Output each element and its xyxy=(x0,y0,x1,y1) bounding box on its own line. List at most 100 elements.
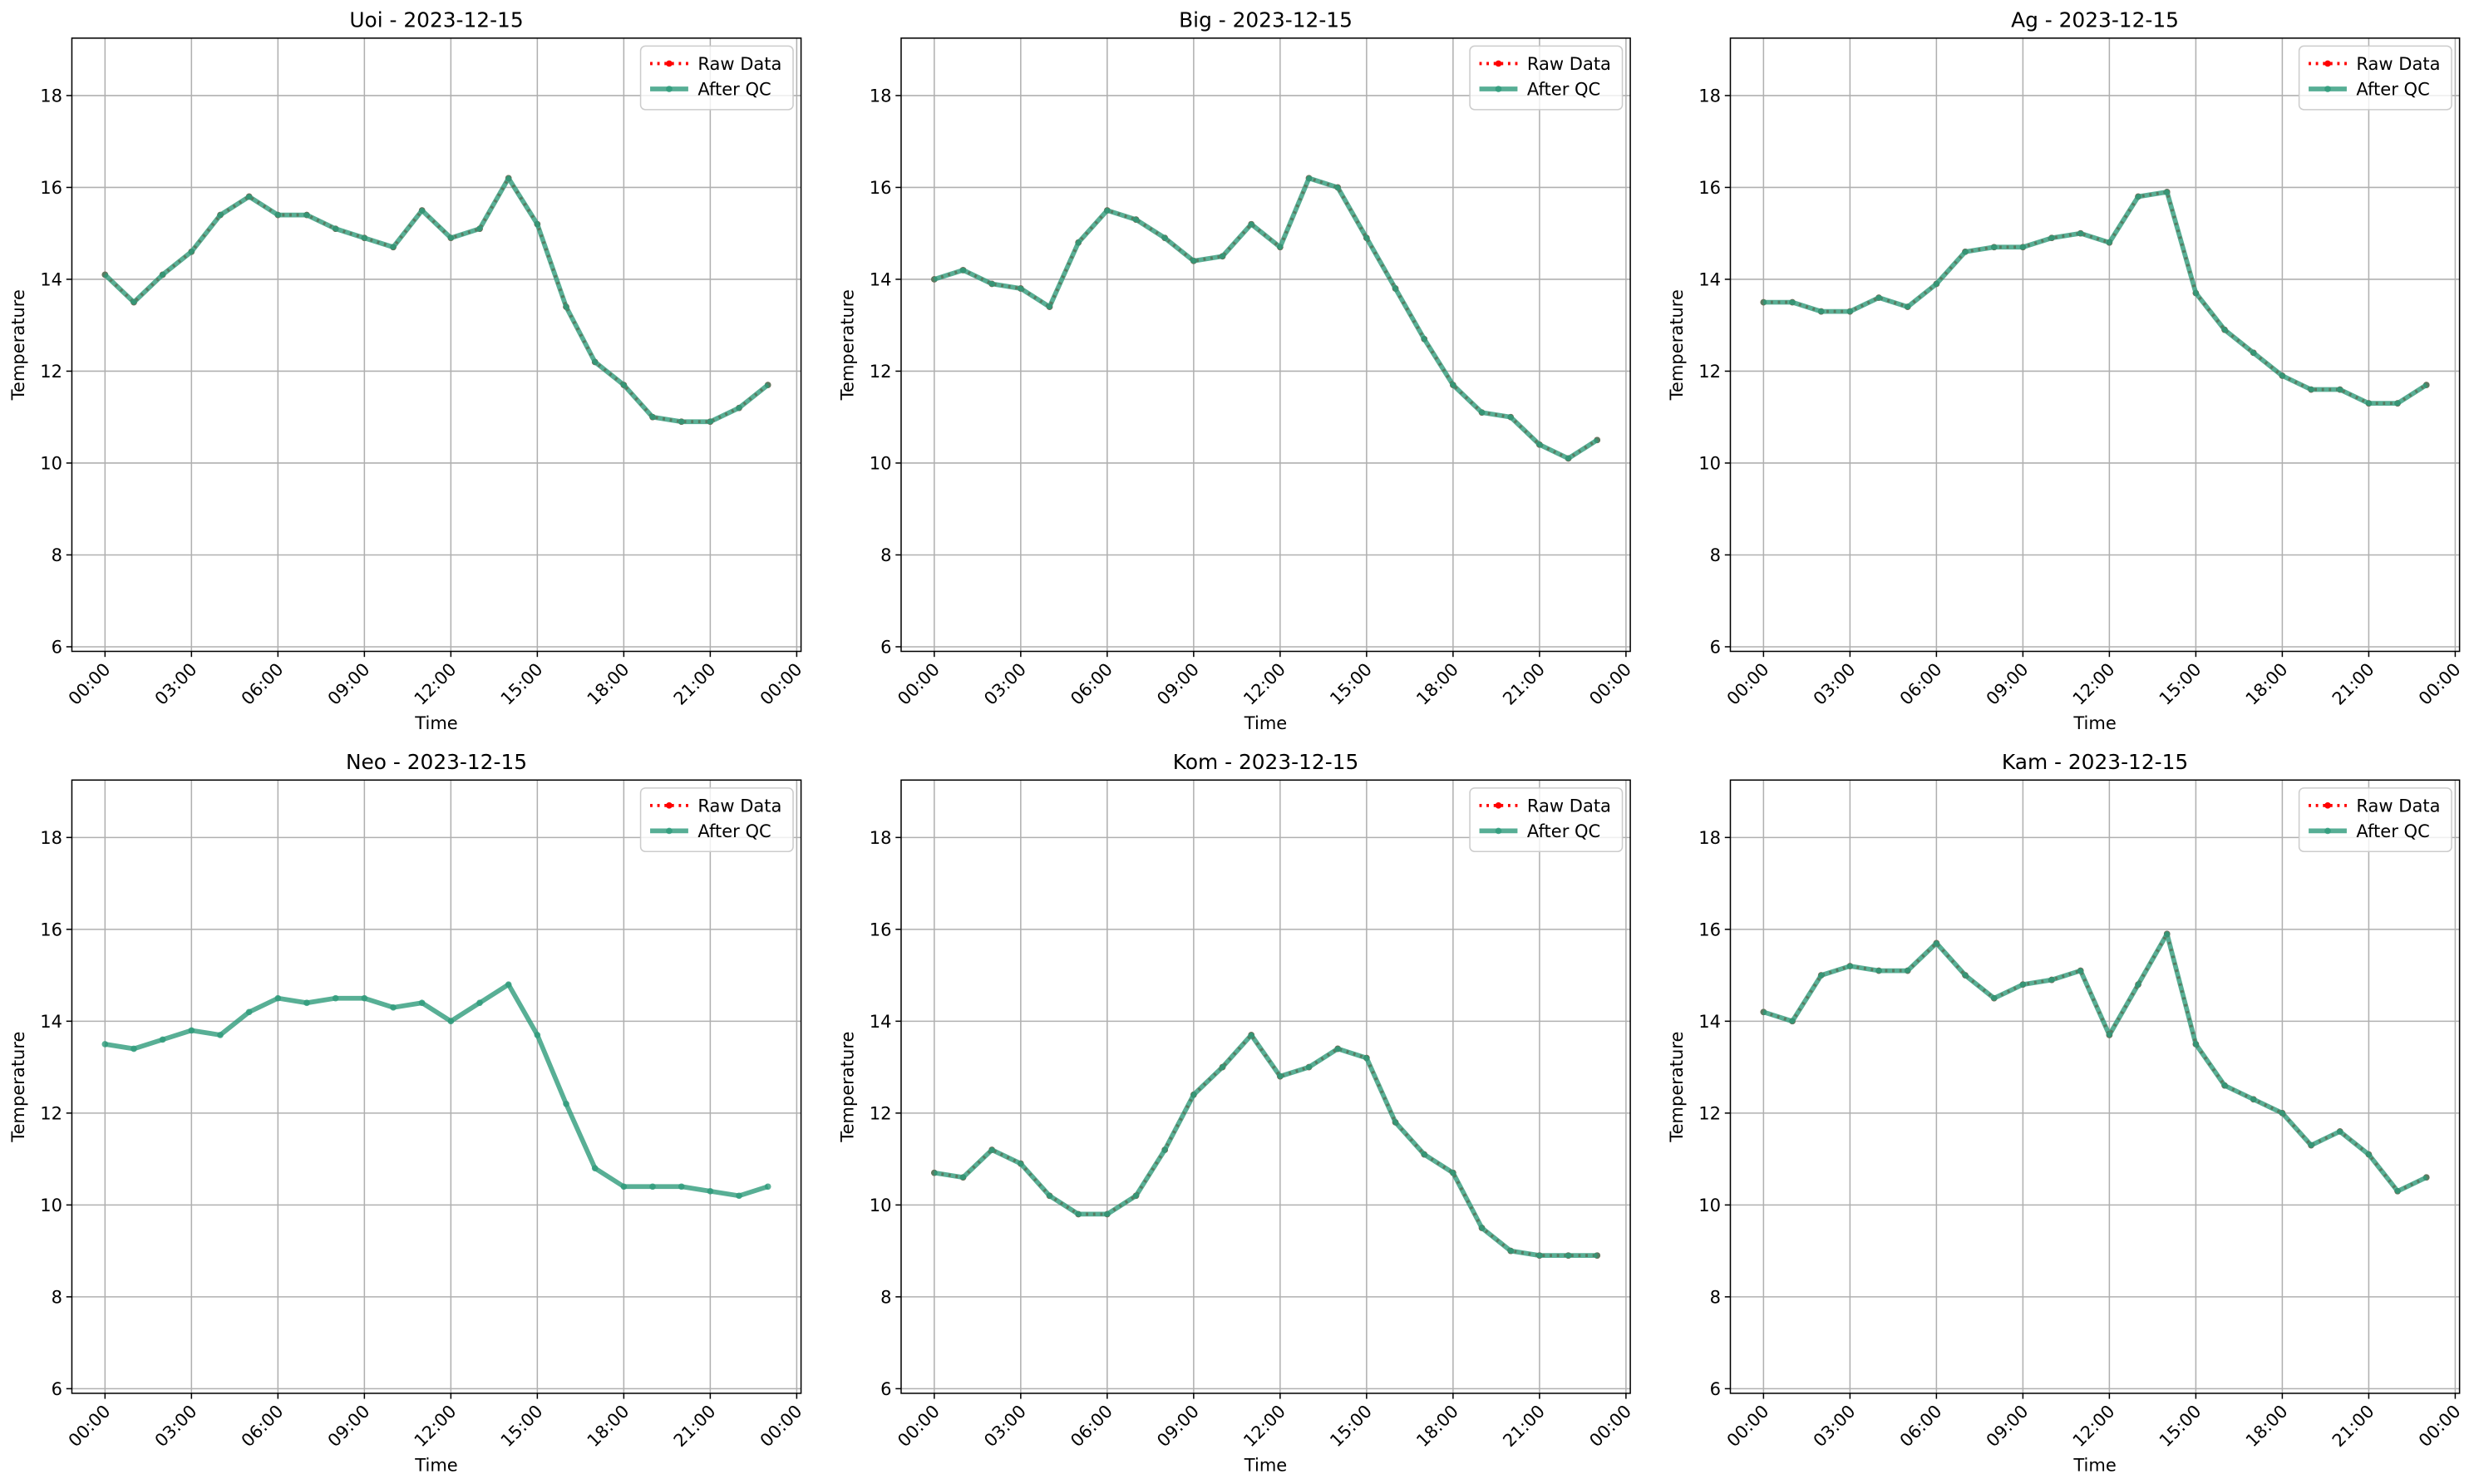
y-tick-label: 16 xyxy=(40,177,62,198)
series-point xyxy=(620,1183,628,1191)
series-point xyxy=(1075,239,1082,246)
y-tick-label: 14 xyxy=(1698,269,1721,290)
series-point xyxy=(1305,175,1313,182)
series-point xyxy=(2048,234,2055,242)
y-tick-label: 18 xyxy=(1698,827,1721,848)
series-point xyxy=(1846,963,1854,969)
series-point xyxy=(1933,280,1940,288)
y-tick-label: 10 xyxy=(40,1195,62,1215)
y-tick-label: 16 xyxy=(40,919,62,939)
series-point xyxy=(534,220,541,228)
y-tick-label: 18 xyxy=(870,827,892,848)
y-tick-label: 10 xyxy=(870,1195,892,1215)
axes-frame xyxy=(900,779,1631,1394)
panel: Neo - 2023-12-15 6 8 10 12 14 16 18 00:00 03:00 06… xyxy=(7,750,806,1476)
series-line xyxy=(934,1033,1598,1258)
series-point xyxy=(707,1187,714,1195)
series-point xyxy=(1421,335,1428,343)
y-axis-label: Temperature xyxy=(1666,1032,1687,1143)
series-point xyxy=(1392,285,1399,292)
series-point xyxy=(1392,1119,1399,1126)
panel: Kom - 2023-12-15 6 8 10 12 14 16 18 00:00 03:00 06… xyxy=(837,750,1635,1476)
legend-label: Raw Data xyxy=(697,53,781,74)
y-tick-label: 8 xyxy=(52,1287,62,1308)
x-axis-label: Time xyxy=(414,712,457,733)
x-tick-label: 00:00 xyxy=(894,1401,944,1452)
series-point xyxy=(764,1183,771,1191)
x-tick-label: 06:00 xyxy=(237,1401,288,1452)
series-point xyxy=(1075,1210,1082,1218)
legend-marker xyxy=(666,60,673,67)
y-tick-label: 6 xyxy=(52,1378,62,1399)
series-point xyxy=(245,1008,253,1016)
series-point xyxy=(649,1183,656,1191)
series-point xyxy=(931,276,938,283)
series-point xyxy=(2422,382,2430,388)
series-line xyxy=(1762,932,2427,1193)
y-tick-label: 12 xyxy=(1698,1102,1721,1123)
series-point xyxy=(476,225,483,232)
series-point xyxy=(736,1192,742,1200)
legend-marker xyxy=(2324,86,2331,92)
y-tick-label: 16 xyxy=(1698,919,1721,939)
axes-frame xyxy=(71,779,802,1394)
series-point xyxy=(1277,1072,1284,1080)
series-point xyxy=(390,1003,397,1011)
x-tick-label: 06:00 xyxy=(237,658,288,709)
series-point xyxy=(188,248,195,255)
x-tick-label: 03:00 xyxy=(1809,1401,1860,1452)
y-tick-label: 14 xyxy=(40,1011,62,1032)
legend-marker xyxy=(2324,802,2331,809)
series-point xyxy=(361,234,368,242)
x-tick-label: 12:00 xyxy=(1240,1401,1290,1452)
series-point xyxy=(1334,1045,1342,1053)
series-point xyxy=(1046,1192,1053,1200)
x-tick-label: 06:00 xyxy=(1067,1401,1117,1452)
series-point xyxy=(332,994,339,1002)
x-tick-label: 18:00 xyxy=(583,658,633,709)
series-point xyxy=(2394,1187,2401,1195)
series-point xyxy=(1875,294,1882,301)
legend-marker xyxy=(1495,60,1502,67)
x-tick-label: 12:00 xyxy=(2068,1401,2119,1452)
legend-label: After QC xyxy=(1527,821,1600,841)
legend-marker xyxy=(2324,827,2331,835)
panel-title: Uoi - 2023-12-15 xyxy=(349,7,523,32)
series-point xyxy=(505,175,512,182)
x-tick-label: 03:00 xyxy=(150,658,201,709)
panel-title: Kam - 2023-12-15 xyxy=(2002,750,2188,774)
panel: Big - 2023-12-15 6 8 10 12 14 16 18 00:00 03:00 06… xyxy=(837,7,1635,733)
x-tick-label: 15:00 xyxy=(2155,658,2205,709)
series-point xyxy=(390,244,397,251)
y-tick-label: 6 xyxy=(52,637,62,658)
series-point xyxy=(2308,386,2314,393)
series-point xyxy=(2019,244,2027,251)
y-tick-label: 6 xyxy=(1710,1378,1721,1399)
y-tick-label: 18 xyxy=(1698,86,1721,106)
series-point xyxy=(1875,967,1882,974)
y-tick-label: 8 xyxy=(880,545,891,565)
y-tick-label: 10 xyxy=(40,453,62,474)
series-point xyxy=(2019,981,2027,988)
series-point xyxy=(1161,1146,1169,1153)
y-tick-label: 8 xyxy=(1710,1287,1721,1308)
y-tick-label: 18 xyxy=(40,827,62,848)
x-tick-label: 00:00 xyxy=(1722,1401,1773,1452)
series-point xyxy=(1046,303,1053,310)
y-axis-label: Temperature xyxy=(1666,289,1687,401)
y-tick-label: 12 xyxy=(870,361,892,382)
x-tick-label: 03:00 xyxy=(1809,658,1860,709)
series-point xyxy=(1363,234,1370,242)
x-tick-label: 00:00 xyxy=(64,658,115,709)
series-point xyxy=(1817,308,1825,315)
series-point xyxy=(1104,1210,1111,1218)
x-tick-label: 18:00 xyxy=(2241,658,2292,709)
legend-label: Raw Data xyxy=(2356,53,2440,74)
y-tick-label: 10 xyxy=(1698,1195,1721,1215)
x-axis-label: Time xyxy=(2072,712,2116,733)
x-tick-label: 06:00 xyxy=(1067,658,1117,709)
series-point xyxy=(1789,1018,1796,1025)
y-tick-label: 8 xyxy=(1710,545,1721,565)
series-point xyxy=(1990,994,1998,1002)
